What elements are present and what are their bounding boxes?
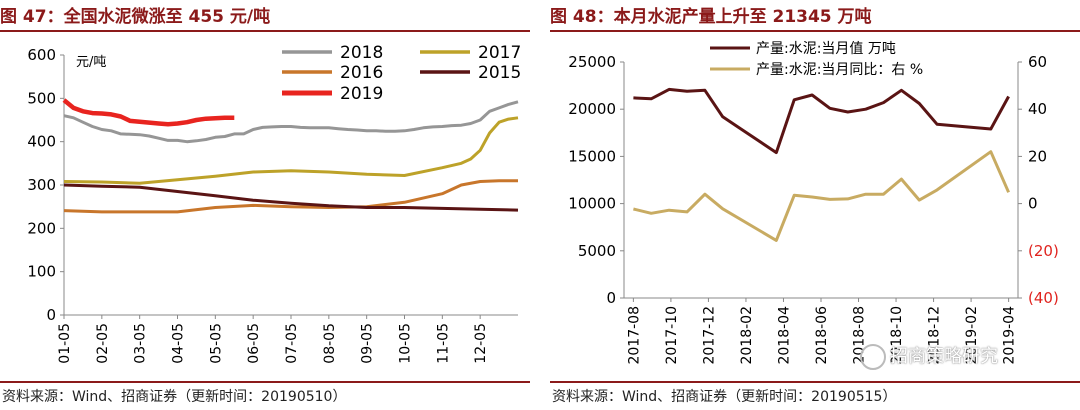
y-tick-label: 400 — [27, 133, 56, 151]
x-tick-label: 07-05 — [284, 323, 300, 364]
right-top-rule — [550, 30, 1080, 32]
x-tick-label: 12-05 — [473, 323, 489, 364]
x-tick-label: 2018-02 — [739, 306, 755, 365]
left-y-tick-label: 20000 — [568, 100, 616, 118]
left-y-tick-label: 15000 — [568, 147, 616, 165]
x-tick-label: 2017-12 — [701, 306, 717, 365]
series-line-2015 — [63, 183, 519, 212]
x-tick-label: 09-05 — [360, 323, 376, 364]
y-tick-label: 600 — [27, 46, 56, 64]
y-tick-label: 200 — [27, 219, 56, 237]
x-tick-label: 05-05 — [208, 323, 224, 364]
left-y-tick-label: 10000 — [568, 195, 616, 213]
x-tick-label: 03-05 — [133, 323, 149, 364]
x-tick-label: 2018-12 — [927, 306, 943, 365]
right-y-tick-label: 40 — [1028, 100, 1047, 118]
x-tick-label: 04-05 — [171, 323, 187, 364]
right-y-tick-label: (40) — [1028, 289, 1059, 307]
left-source-note: 资料来源：Wind、招商证券（更新时间：20190510） — [2, 389, 347, 405]
x-tick-label: 2017-08 — [626, 306, 642, 365]
legend-label-2017: 2017 — [478, 43, 521, 63]
right-bottom-rule — [550, 381, 1080, 383]
left-figure-title: 图 47：全国水泥微涨至 455 元/吨 — [0, 7, 271, 27]
right-y-tick-label: 60 — [1028, 53, 1047, 71]
series-line-2017 — [63, 116, 519, 185]
watermark-text: 招商策略研究 — [890, 346, 998, 367]
series-line-2018 — [63, 100, 519, 144]
left-y-tick-label: 0 — [606, 289, 616, 307]
left-figure: 图 47：全国水泥微涨至 455 元/吨 0 100 200 300 400 500 600… — [0, 0, 530, 410]
watermark: 招商策略研究 — [860, 342, 998, 370]
right-figure-title: 图 48：本月水泥产量上升至 21345 万吨 — [550, 7, 872, 27]
y-axis-unit: 元/吨 — [76, 55, 106, 70]
x-tick-label: 11-05 — [435, 323, 451, 364]
x-tick-label: 08-05 — [322, 323, 338, 364]
x-tick-label: 01-05 — [57, 323, 73, 364]
legend-label-2019: 2019 — [340, 84, 383, 104]
x-tick-label: 10-05 — [398, 323, 414, 364]
x-tick-label: 2019-02 — [964, 306, 980, 365]
series-line-2016 — [63, 179, 518, 214]
y-tick-label: 0 — [46, 306, 56, 324]
series-line-output — [633, 87, 1010, 155]
left-y-tick-label: 5000 — [578, 242, 616, 260]
x-tick-label: 2019-04 — [1002, 306, 1018, 365]
y-tick-label: 300 — [27, 176, 56, 194]
right-source-note: 资料来源：Wind、招商证券（更新时间：20190515） — [552, 389, 897, 405]
left-chart: 0 100 200 300 400 500 600 元/吨 01-05 02-05 03-05 04-… — [27, 43, 521, 364]
wechat-logo-icon — [860, 344, 886, 370]
x-tick-label: 2017-10 — [664, 306, 680, 365]
right-chart: 0 5000 10000 15000 20000 25000 (40) (20) 0 20 40 60… — [568, 41, 1059, 365]
left-bottom-rule — [0, 381, 530, 383]
x-tick-label: 06-05 — [246, 323, 262, 364]
legend-label-2018: 2018 — [340, 43, 383, 63]
y-tick-label: 100 — [27, 263, 56, 281]
x-tick-label: 2018-06 — [814, 306, 830, 365]
legend-label-output: 产量:水泥:当月值 万吨 — [756, 41, 896, 57]
left-y-tick-label: 25000 — [568, 53, 616, 71]
right-figure: 图 48：本月水泥产量上升至 21345 万吨 0 5000 10000 15000 2… — [550, 0, 1080, 410]
x-tick-label: 2018-04 — [776, 306, 792, 365]
series-line-2019 — [62, 98, 235, 127]
y-tick-label: 500 — [27, 89, 56, 107]
x-tick-label: 02-05 — [95, 323, 111, 364]
left-top-rule — [0, 30, 530, 32]
legend-label-2016: 2016 — [340, 63, 383, 83]
right-y-tick-label: (20) — [1028, 242, 1059, 260]
x-tick-label: 2018-10 — [889, 306, 905, 365]
legend-label-2015: 2015 — [478, 63, 521, 83]
right-y-tick-label: 20 — [1028, 147, 1047, 165]
series-line-yoy — [633, 150, 1010, 242]
right-y-tick-label: 0 — [1028, 195, 1038, 213]
legend-label-yoy: 产量:水泥:当月同比：右 % — [756, 62, 923, 78]
